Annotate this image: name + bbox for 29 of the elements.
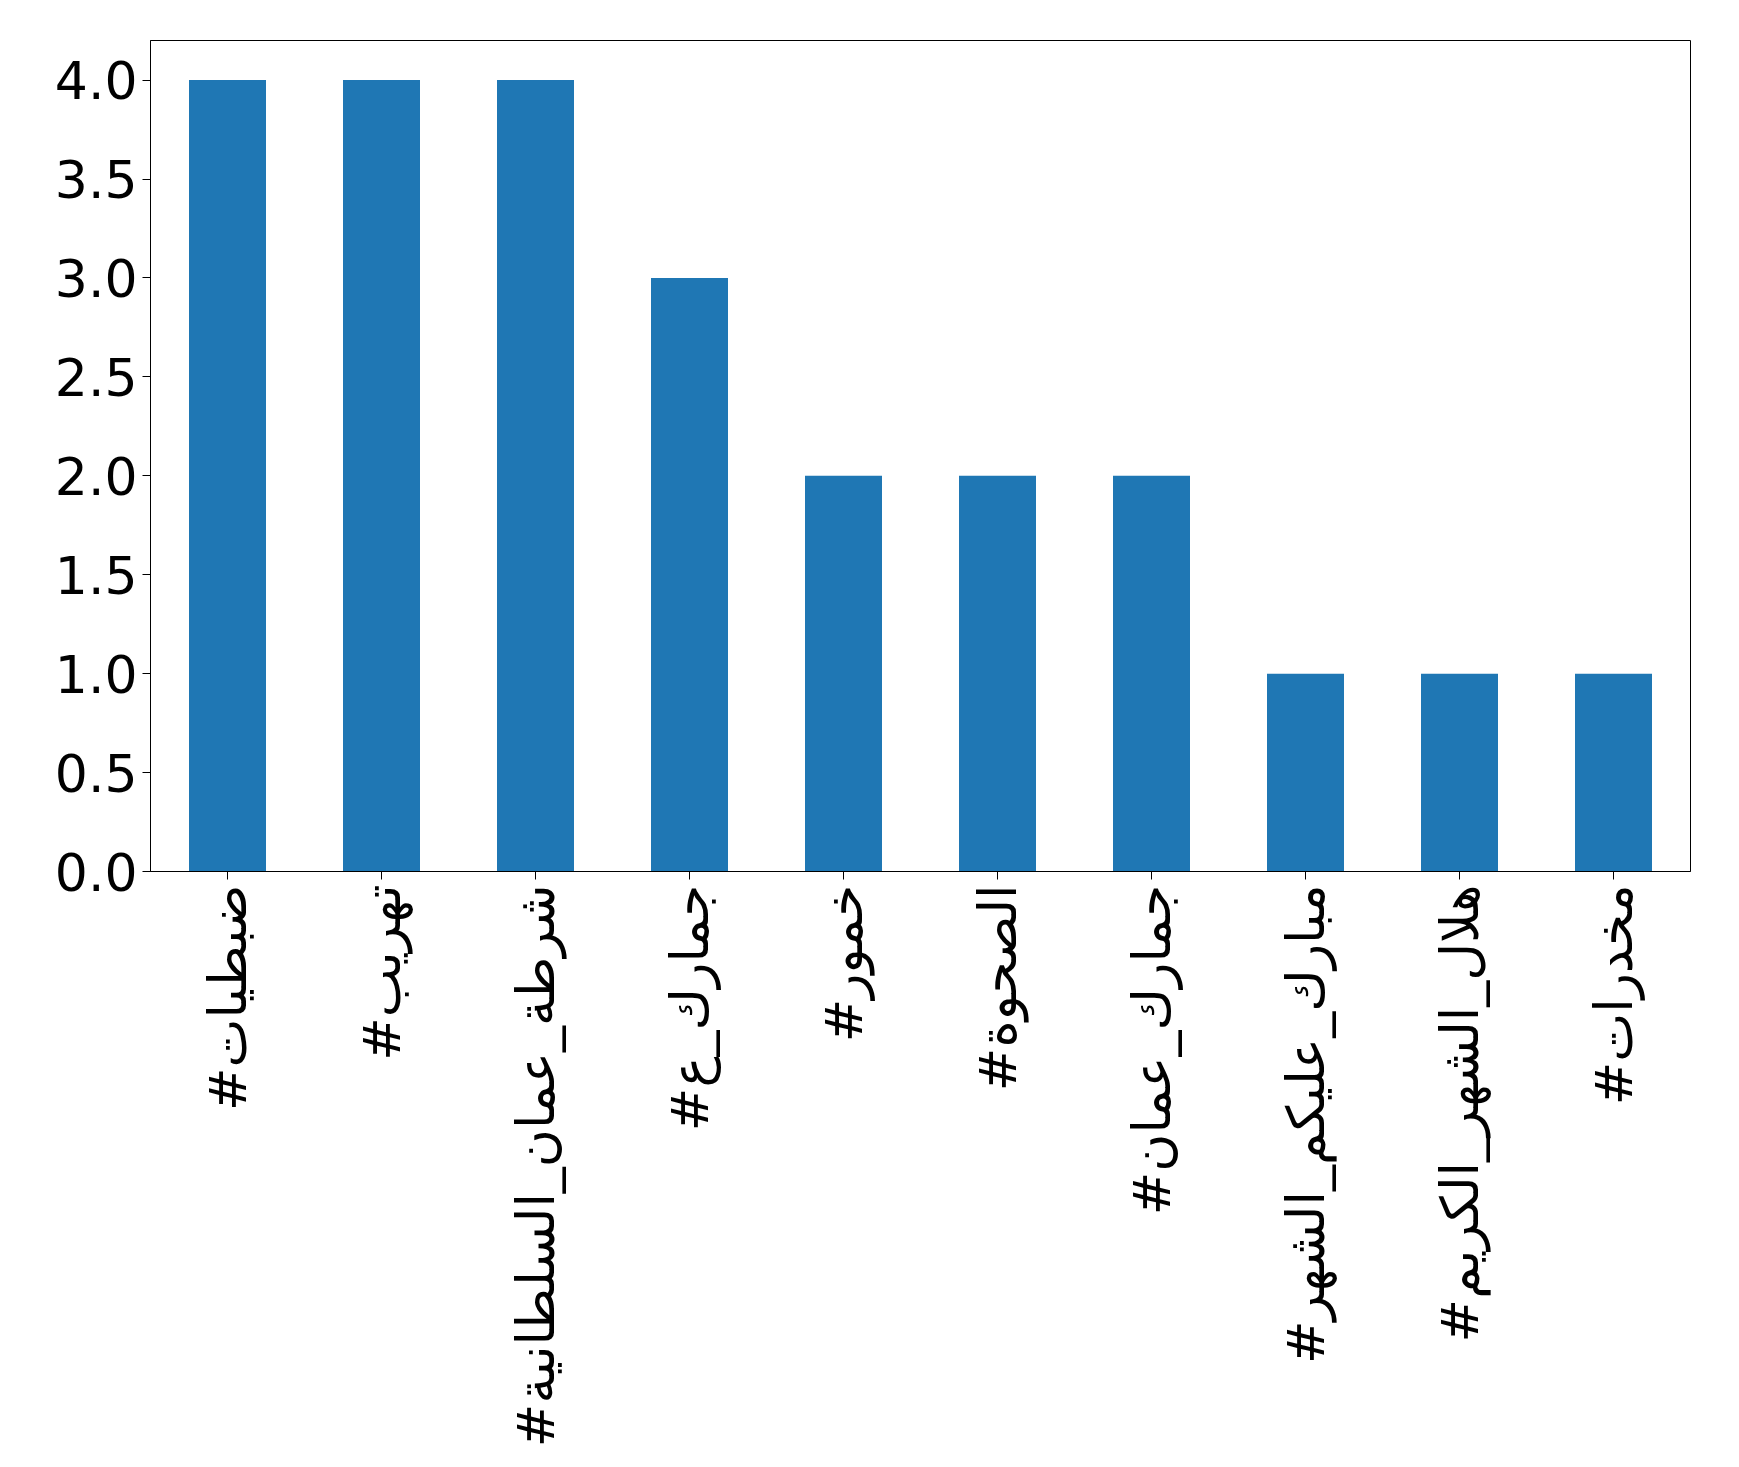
x-tick-label: #تهريب [351,884,413,1061]
y-tick-label: 4.0 [54,51,138,112]
y-tick-label: 1.0 [54,644,138,705]
y-tick-label: 2.5 [54,347,138,408]
bar [497,80,574,872]
x-tick-label: #شرطة_عمان_السلطانية [505,884,567,1448]
y-tick-label: 1.5 [54,545,138,606]
x-tick-label: #مخدرات [1583,884,1645,1106]
x-tick-label: #جمارك_عمان [1121,884,1183,1216]
bar [1267,673,1344,872]
y-tick-label: 0.0 [54,842,138,903]
bar [651,277,728,872]
bar [805,475,882,872]
x-tick-label: #خمور [813,884,875,1043]
x-tick-label: #مبارك_عليكم_الشهر [1275,884,1337,1365]
bar [189,80,266,872]
x-tick-label: #هلال_الشهر_الكريم [1429,884,1491,1343]
y-tick-label: 2.0 [54,446,138,507]
bar [1421,673,1498,872]
x-tick-label: #جمارك_ع [659,884,721,1132]
bar [1113,475,1190,872]
x-tick-label: #الصحوة [967,884,1029,1092]
y-tick-label: 3.5 [54,150,138,210]
x-tick-label: #ضبطيات [197,884,258,1112]
bar [343,80,420,872]
y-tick-label: 3.0 [54,248,138,309]
y-tick-label: 0.5 [54,743,138,804]
bar [1575,673,1652,872]
bar [959,475,1036,872]
